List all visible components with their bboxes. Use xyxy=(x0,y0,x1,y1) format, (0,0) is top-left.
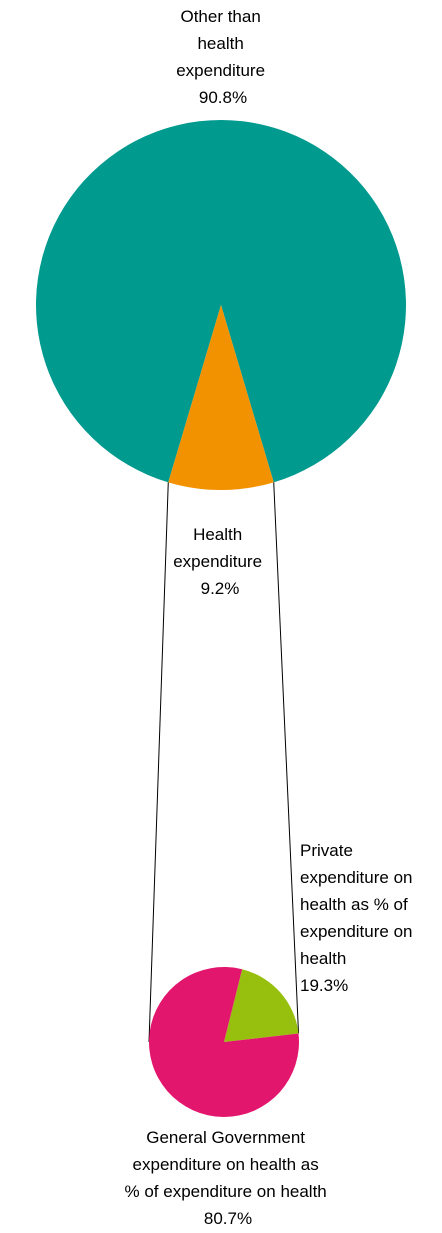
value-private: 19.3% xyxy=(300,976,348,995)
main-pie xyxy=(36,120,407,490)
label-other-than-health-line1: Other than xyxy=(180,7,260,26)
value-other-than-health: 90.8% xyxy=(199,88,247,107)
connector-lines xyxy=(148,482,300,1043)
label-other-than-health: Other than health expenditure 90.8% xyxy=(176,7,270,107)
label-private-line2: expenditure on xyxy=(300,868,412,887)
label-health-expenditure: Health expenditure 9.2% xyxy=(173,525,267,598)
label-health-expenditure-line2: expenditure xyxy=(173,552,262,571)
label-private-line1: Private xyxy=(300,841,353,860)
label-general-government-line3: % of expenditure on health xyxy=(125,1182,327,1201)
label-other-than-health-line3: expenditure xyxy=(176,61,265,80)
value-general-government: 80.7% xyxy=(204,1209,252,1228)
label-other-than-health-line2: health xyxy=(197,34,243,53)
secondary-pie xyxy=(149,967,299,1117)
label-health-expenditure-line1: Health xyxy=(193,525,242,544)
label-general-government-line1: General Government xyxy=(146,1128,305,1147)
slice-general-government xyxy=(149,967,299,1117)
slice-private-expenditure xyxy=(224,969,299,1042)
connector-line-right xyxy=(273,482,300,1034)
label-private-line4: expenditure on xyxy=(300,922,412,941)
value-health-expenditure: 9.2% xyxy=(201,579,240,598)
label-private-line3: health as % of xyxy=(300,895,408,914)
label-private-line5: health xyxy=(300,949,346,968)
label-general-government: General Government expenditure on health… xyxy=(125,1128,332,1228)
label-general-government-line2: expenditure on health as xyxy=(133,1155,319,1174)
label-private-expenditure: Private expenditure on health as % of ex… xyxy=(300,841,417,995)
slice-other-than-health xyxy=(36,120,407,483)
slice-health-expenditure xyxy=(168,305,274,490)
connector-line-left xyxy=(148,482,169,1043)
